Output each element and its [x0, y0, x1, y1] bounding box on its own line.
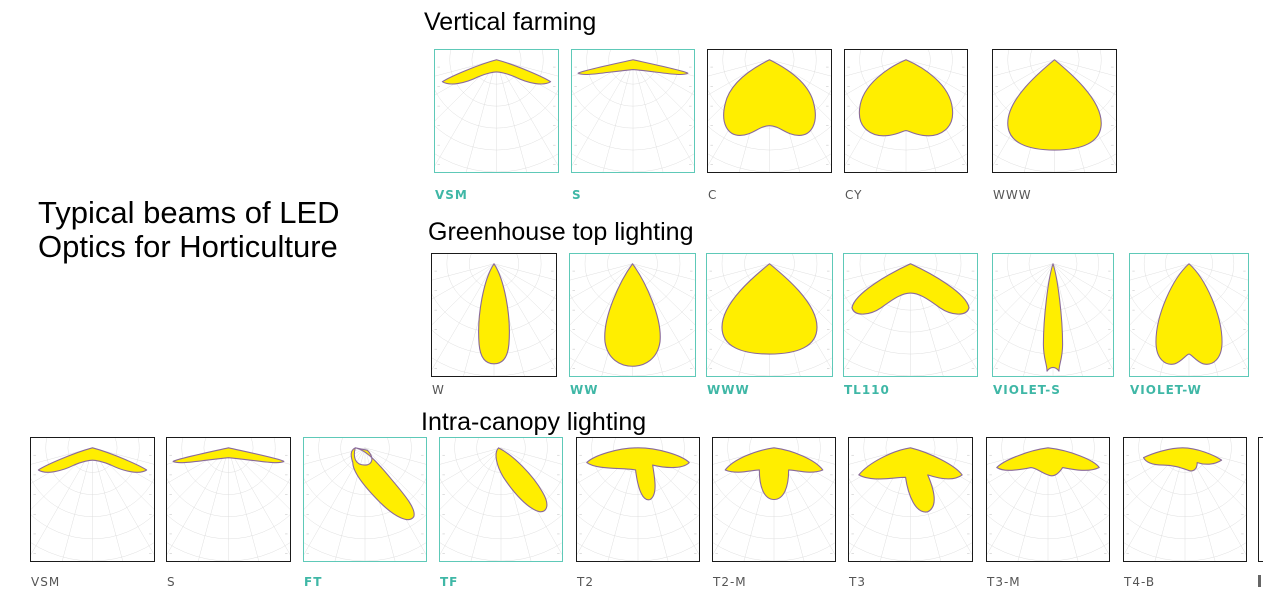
beam-panel-c [707, 49, 832, 173]
beam-diagram [993, 50, 1116, 172]
beam-panel-w [431, 253, 557, 377]
beam-label-s: S [167, 575, 176, 589]
beam-panel-t3-m [986, 437, 1110, 562]
beam-diagram [987, 438, 1109, 561]
main-title-line-1: Typical beams of LED [38, 195, 340, 230]
beam-shape [604, 263, 661, 367]
beam-label-www: WWW [707, 383, 750, 397]
beam-label-t3: T3 [849, 575, 866, 589]
beam-diagram [1130, 254, 1248, 376]
beam-shape [172, 447, 285, 464]
beam-shape [996, 447, 1100, 477]
beam-shape [851, 263, 970, 315]
beam-label-ww: WW [570, 383, 599, 397]
beam-diagram [713, 438, 835, 561]
beam-diagram [572, 50, 694, 172]
beam-shape [1007, 59, 1102, 151]
beam-diagram [304, 438, 426, 561]
beam-panel-t4-b [1123, 437, 1247, 562]
beam-label-t2: T2 [577, 575, 594, 589]
beam-panel-tf [439, 437, 563, 562]
beam-shape [441, 59, 552, 85]
beam-shape [1142, 447, 1223, 472]
beam-diagram [708, 50, 831, 172]
beam-diagram [440, 438, 562, 561]
beam-diagram [993, 254, 1113, 376]
beam-label-violet-s: VIOLET-S [993, 383, 1061, 397]
beam-diagram [844, 254, 977, 376]
beam-panel-ww [569, 253, 696, 377]
beam-label-vsm: VSM [435, 188, 468, 202]
beam-diagram [570, 254, 695, 376]
section-title-vertical-farming: Vertical farming [424, 8, 597, 36]
beam-label-t3-m: T3-M [987, 575, 1021, 589]
beam-shape [495, 447, 548, 513]
beam-label-vsm: VSM [31, 575, 61, 589]
beam-label-w: W [432, 383, 445, 397]
beam-panel-ft [303, 437, 427, 562]
beam-shape [577, 59, 689, 76]
beam-panel-www [706, 253, 833, 377]
beam-panel-violet-w [1129, 253, 1249, 377]
beam-label-ft: FT [304, 575, 323, 589]
beam-panel-vsm [30, 437, 155, 562]
beam-diagram [845, 50, 967, 172]
beam-panel-t2-m [712, 437, 836, 562]
beam-diagram [432, 254, 556, 376]
beam-panel-s [166, 437, 291, 562]
beam-label-t4-b: T4-B [1124, 575, 1156, 589]
section-title-intra-canopy: Intra-canopy lighting [421, 408, 647, 436]
beam-shape [1042, 263, 1064, 372]
beam-panel-cy [844, 49, 968, 173]
beam-shape [37, 447, 148, 473]
beam-label-c: C [708, 188, 718, 202]
beam-label-www: WWW [993, 188, 1032, 202]
section-title-greenhouse: Greenhouse top lighting [428, 218, 694, 246]
beam-shape [1155, 263, 1223, 365]
beam-shape [723, 59, 816, 136]
beam-label-cy: CY [845, 188, 863, 202]
beam-panel-s [571, 49, 695, 173]
beam-label-t2-m: T2-M [713, 575, 747, 589]
beam-shape [478, 263, 510, 365]
beam-panel-vsm [434, 49, 559, 173]
beam-shape [721, 263, 818, 355]
main-title: Typical beams of LED Optics for Horticul… [38, 196, 340, 264]
beam-diagram [1124, 438, 1246, 561]
beam-panel-tl110 [843, 253, 978, 377]
beam-shape [858, 447, 963, 513]
beam-panel-violet-s [992, 253, 1114, 377]
beam-panel-t3 [848, 437, 973, 562]
beam-panel-t2 [576, 437, 700, 562]
beam-diagram [849, 438, 972, 561]
beam-panel-partial [1258, 437, 1263, 562]
beam-shape [350, 447, 415, 521]
beam-label-partial [1258, 575, 1261, 587]
beam-diagram [435, 50, 558, 172]
beam-shape [724, 447, 824, 501]
beam-shape [858, 59, 954, 137]
beam-label-violet-w: VIOLET-W [1130, 383, 1202, 397]
beam-diagram [577, 438, 699, 561]
beam-shape [586, 447, 690, 501]
beam-label-tf: TF [440, 575, 459, 589]
beam-diagram [31, 438, 154, 561]
beam-diagram [167, 438, 290, 561]
beam-panel-www [992, 49, 1117, 173]
beam-label-s: S [572, 188, 582, 202]
main-title-line-2: Optics for Horticulture [38, 229, 338, 264]
beam-diagram [707, 254, 832, 376]
beam-label-tl110: TL110 [844, 383, 890, 397]
